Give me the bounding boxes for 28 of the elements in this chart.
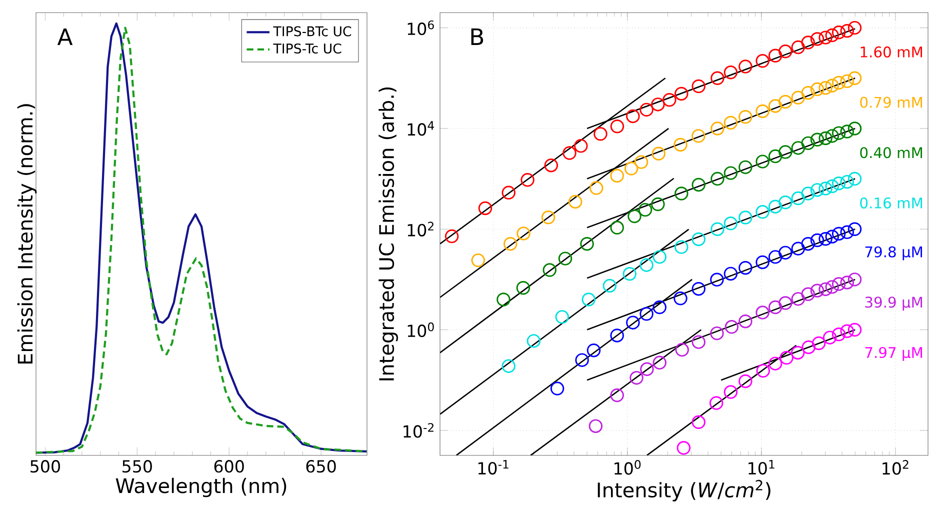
x-tick-label: 500 xyxy=(30,460,60,473)
x-axis-title: Wavelength (nm) xyxy=(116,478,286,498)
x-tick-label: 600 xyxy=(214,460,244,473)
chart-title: A xyxy=(57,28,73,45)
y-tick-label: 10$^{6}$ xyxy=(408,20,434,36)
series-label: 7.97 μM xyxy=(865,346,922,361)
y-axis-title: Emission Intensity (norm.) xyxy=(17,104,37,364)
legend-label: TIPS-Tc UC xyxy=(273,43,342,54)
series-label: 1.60 mM xyxy=(860,46,922,58)
x-tick-label: 10$^{2}$ xyxy=(882,460,908,475)
series-label: 39.9 μM xyxy=(865,296,922,311)
y-tick-label: 10$^{2}$ xyxy=(408,222,434,236)
y-tick-label: 10$^{-2}$ xyxy=(404,423,434,438)
x-tick-label: 550 xyxy=(122,460,152,473)
text: B xyxy=(471,28,484,45)
series-label: 0.40 mM xyxy=(860,147,922,158)
y-tick-label: 10$^{0}$ xyxy=(408,322,434,338)
x-tick-label: 10$^{-1}$ xyxy=(478,460,508,475)
series-label: 0.79 mM xyxy=(860,96,922,108)
y-tick-label: 10$^{4}$ xyxy=(408,121,434,136)
x-tick-label: 650 xyxy=(306,460,336,473)
x-axis-title: Intensity (W/cm$^{2}$) xyxy=(598,480,770,502)
y-axis-title: Integrated UC Emission (arb.) xyxy=(378,87,398,380)
series-label: 0.16 mM xyxy=(860,197,922,208)
series-label: 79.8 μM xyxy=(865,246,922,260)
legend-label: TIPS-BTc UC xyxy=(273,26,352,36)
x-tick-label: 10$^{0}$ xyxy=(614,460,641,475)
x-tick-label: 10$^{1}$ xyxy=(748,460,774,475)
